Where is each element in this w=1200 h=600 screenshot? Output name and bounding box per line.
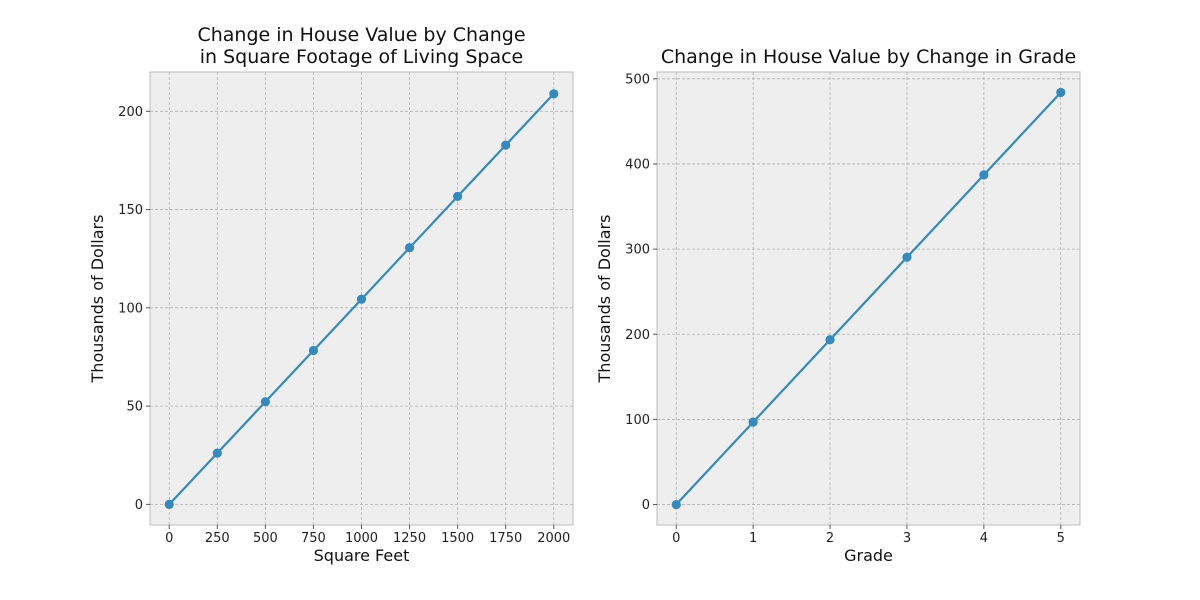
data-point: [260, 397, 270, 407]
x-tick-label: 250: [205, 531, 230, 546]
chart-title-line: in Square Footage of Living Space: [200, 46, 523, 68]
chart-square-feet: 0 250 500 750 1000 1250 1500 1750 2000 0 50 100 150 2…: [88, 24, 574, 565]
x-tick-label: 1000: [345, 531, 378, 546]
data-point: [979, 170, 989, 180]
data-point: [825, 335, 835, 345]
x-axis-label: Square Feet: [314, 546, 410, 565]
y-tick-label: 100: [118, 301, 143, 316]
chart-grade: 0 1 2 3 4 5 0 100 200 300 400 500 Grade Thousands of …: [595, 46, 1081, 565]
x-axis-label: Grade: [844, 546, 893, 565]
data-point: [1056, 87, 1066, 98]
data-point: [549, 89, 559, 99]
x-tick-label: 4: [980, 531, 988, 546]
y-tick-label: 400: [625, 157, 650, 172]
chart-title-line: Change in House Value by Change in Grade: [661, 46, 1076, 68]
x-tick-label: 2000: [537, 531, 570, 546]
chart-title: Change in House Value by Change in Square…: [197, 24, 525, 68]
chart-title-line: Change in House Value by Change: [197, 24, 525, 46]
series-line: [675, 91, 1062, 506]
data-point: [212, 448, 222, 458]
x-tick-label: 1500: [441, 531, 474, 546]
data-point: [748, 417, 758, 427]
y-tick-label: 300: [625, 243, 650, 258]
data-point: [671, 499, 681, 510]
x-tick-label: 5: [1057, 531, 1065, 546]
chart-title: Change in House Value by Change in Grade: [661, 46, 1076, 68]
data-point: [356, 294, 367, 304]
data-point: [308, 345, 319, 356]
y-tick-label: 0: [135, 498, 143, 513]
y-axis-label: Thousands of Dollars: [595, 215, 614, 384]
x-tick-label: 2: [826, 531, 834, 546]
data-point: [501, 140, 511, 150]
y-tick-label: 0: [642, 498, 650, 513]
y-tick-label: 50: [126, 400, 143, 415]
y-axis-label: Thousands of Dollars: [88, 215, 107, 384]
y-tick-label: 150: [118, 203, 143, 218]
data-point: [404, 243, 415, 253]
data-point: [902, 252, 912, 262]
x-tick-label: 500: [253, 531, 278, 546]
data-point: [164, 499, 174, 509]
y-tick-label: 200: [625, 328, 650, 343]
x-tick-label: 0: [672, 531, 680, 546]
y-tick-label: 200: [118, 105, 143, 120]
y-tick-label: 100: [625, 413, 650, 428]
x-tick-label: 1750: [489, 531, 522, 546]
x-tick-label: 1250: [393, 531, 426, 546]
x-tick-label: 0: [165, 531, 173, 546]
data-point: [453, 191, 463, 202]
x-tick-label: 1: [749, 531, 757, 546]
y-tick-label: 500: [625, 72, 650, 87]
x-tick-label: 750: [301, 531, 326, 546]
x-tick-label: 3: [903, 531, 911, 546]
